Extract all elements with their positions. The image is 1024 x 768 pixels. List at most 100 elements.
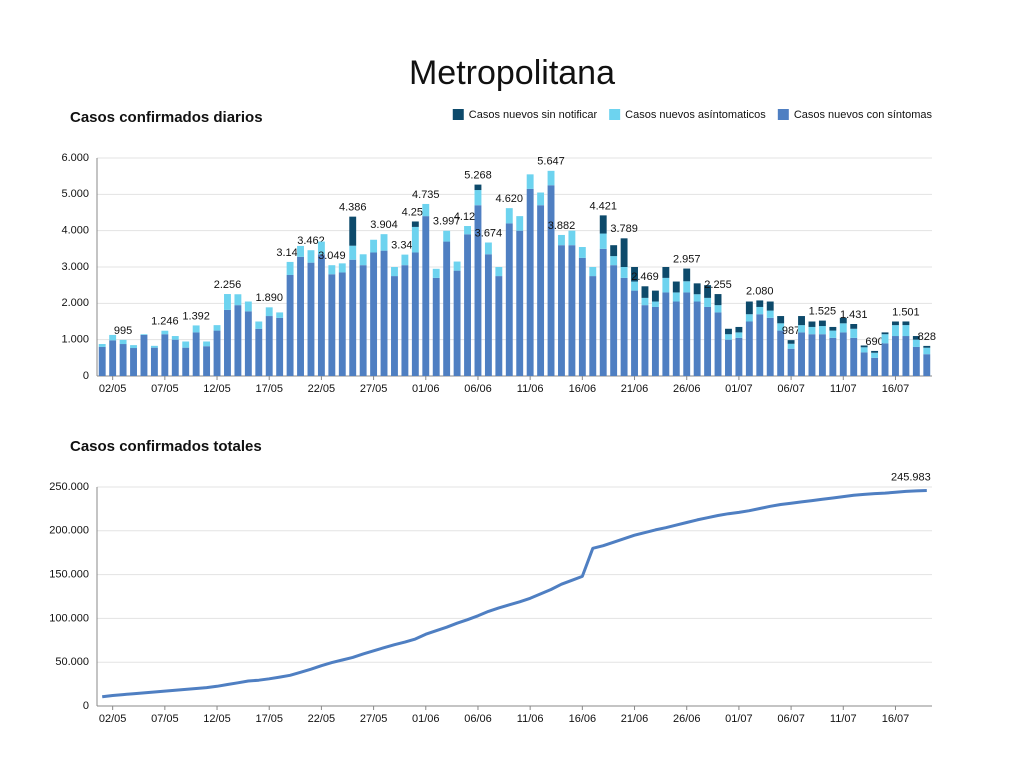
bar-segment <box>912 339 920 347</box>
bar-segment <box>307 250 315 263</box>
total-label: 690 <box>865 336 883 348</box>
total-label: 987 <box>782 325 800 337</box>
bar-segment <box>244 311 252 376</box>
bar-segment <box>662 292 670 376</box>
bar-segment <box>171 336 179 340</box>
x-tick-label: 11/06 <box>517 713 544 725</box>
bar-segment <box>892 336 899 376</box>
total-label: 2.469 <box>631 271 659 283</box>
bar-segment <box>192 325 200 333</box>
bar-segment <box>798 316 805 326</box>
bar-segment <box>224 309 231 376</box>
bar-segment <box>338 272 346 376</box>
bar-segment <box>651 290 659 302</box>
line <box>102 489 927 699</box>
bar-segment <box>683 268 691 282</box>
bar-segment <box>714 312 722 376</box>
x-tick-label: 12/05 <box>203 713 231 725</box>
total-label: 2.957 <box>673 253 701 265</box>
legend-label: Casos nuevos sin notificar <box>469 109 598 121</box>
bar-segment <box>693 294 701 302</box>
legend-swatch <box>777 109 789 120</box>
legend-label: Casos nuevos asíntomaticos <box>625 109 766 121</box>
x-tick-label: 07/05 <box>151 713 179 725</box>
bar-segment <box>578 247 586 258</box>
bar-segment <box>432 268 440 278</box>
bar-segment <box>735 326 743 333</box>
bar-segment <box>286 261 294 275</box>
bar-segment <box>286 274 294 376</box>
bar-segment <box>662 267 670 278</box>
bar-segment <box>818 334 826 376</box>
bar-segment <box>516 230 524 376</box>
bar-segment <box>860 347 868 353</box>
bar-segment <box>380 250 388 376</box>
x-tick-label: 21/06 <box>621 383 649 395</box>
bar-segment <box>98 346 106 376</box>
bar-segment <box>464 226 471 235</box>
legend-label: Casos nuevos con síntomas <box>794 109 933 121</box>
bar-segment <box>923 354 931 376</box>
bar-segment <box>662 277 670 293</box>
bar-segment <box>182 341 190 348</box>
total-label: 3.674 <box>475 227 503 239</box>
chart-title: Casos confirmados diarios <box>70 109 263 126</box>
bar-segment <box>672 301 680 376</box>
bar-segment <box>224 294 231 310</box>
bar-segment <box>370 252 378 376</box>
bar-segment <box>881 332 889 335</box>
bar-segment <box>881 343 889 376</box>
bar-segment <box>244 301 252 312</box>
x-tick-label: 26/06 <box>673 713 701 725</box>
bar-segment <box>839 323 847 333</box>
total-label: 5.268 <box>464 170 492 182</box>
y-tick-label: 2.000 <box>61 297 89 309</box>
bar-segment <box>704 306 712 376</box>
bar-segment <box>328 274 336 376</box>
x-tick-label: 26/06 <box>673 383 701 395</box>
bar-segment <box>255 321 263 329</box>
bar-segment <box>641 297 649 306</box>
bar-segment <box>526 188 534 376</box>
bar-segment <box>484 254 492 376</box>
y-tick-label: 200.000 <box>49 525 89 537</box>
x-tick-label: 11/07 <box>830 383 857 395</box>
bar-segment <box>547 185 555 376</box>
bar-segment <box>265 307 273 317</box>
bar-segment <box>714 305 722 313</box>
bar-segment <box>265 316 273 376</box>
bar-segment <box>756 306 764 315</box>
total-label: 4.421 <box>589 200 617 212</box>
bar-segment <box>651 301 659 307</box>
bar-segment <box>631 267 638 282</box>
x-tick-label: 01/06 <box>412 383 440 395</box>
bar-segment <box>589 267 597 277</box>
bar-segment <box>756 314 764 376</box>
bar-segment <box>474 205 482 376</box>
bar-segment <box>192 332 200 376</box>
bar-segment <box>474 184 482 191</box>
bar-segment <box>745 301 753 315</box>
bar-segment <box>338 263 346 273</box>
bar-segment <box>150 345 158 348</box>
x-tick-label: 16/07 <box>882 383 910 395</box>
bar-segment <box>923 347 931 355</box>
bar-segment <box>860 352 868 376</box>
bar-segment <box>98 344 106 347</box>
bar-segment <box>297 256 304 376</box>
bar-segment <box>599 248 607 376</box>
bar-segment <box>610 256 618 266</box>
x-tick-label: 06/06 <box>464 383 492 395</box>
bar-segment <box>234 294 242 306</box>
bar-segment <box>401 254 409 266</box>
bar-segment <box>359 254 367 266</box>
bar-segment <box>568 230 576 246</box>
bar-segment <box>526 174 534 189</box>
total-label: 2.256 <box>214 279 242 291</box>
bar-segment <box>766 301 774 311</box>
y-tick-label: 0 <box>83 700 89 712</box>
bar-segment <box>892 325 899 337</box>
bar-segment <box>777 330 785 376</box>
bar-segment <box>860 345 868 348</box>
total-label: 3.341 <box>391 240 419 252</box>
